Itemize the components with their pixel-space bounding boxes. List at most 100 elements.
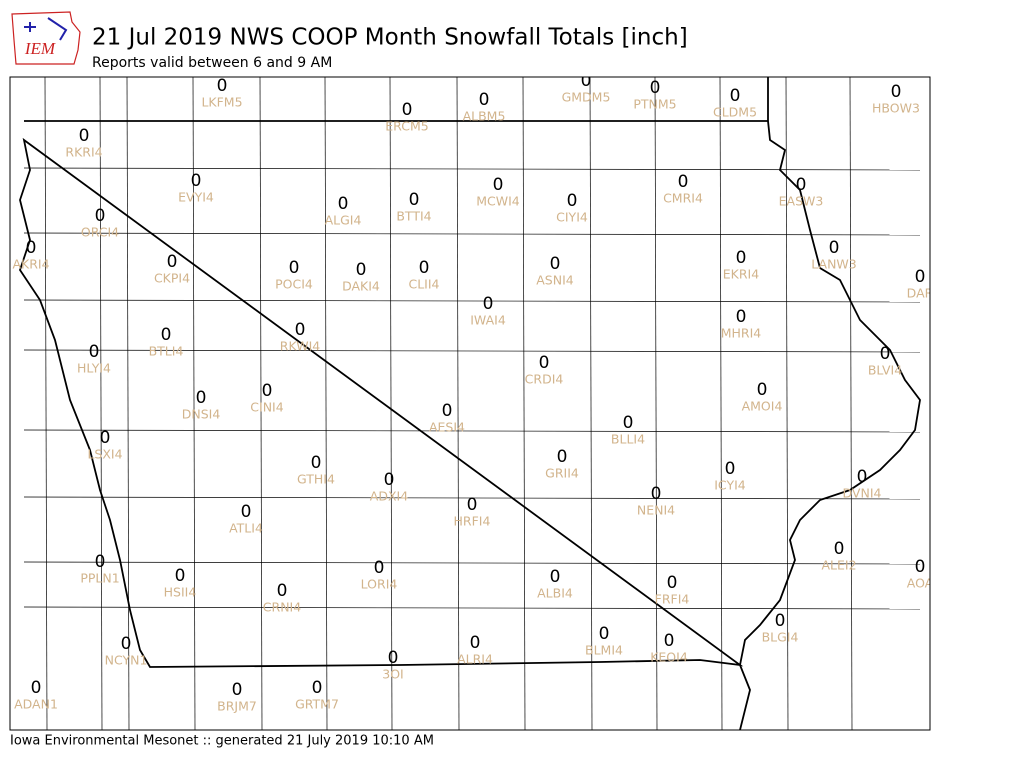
station-id: PTNM5 [633, 97, 676, 112]
county-line [654, 77, 658, 730]
station-value: 0 [31, 678, 42, 698]
county-line [456, 77, 460, 730]
station-id: GMDM5 [562, 90, 611, 105]
station-value: 0 [196, 388, 207, 408]
station-value: 0 [470, 633, 481, 653]
station-id: PPLN1 [80, 571, 119, 586]
station-value: 0 [623, 413, 634, 433]
station-value: 0 [539, 353, 550, 373]
station-value: 0 [311, 453, 322, 473]
station-value: 0 [26, 238, 37, 258]
station-id: ALGI4 [325, 213, 362, 228]
station-id: CLII4 [408, 277, 439, 292]
state-border [19, 77, 921, 730]
station-id: NCYN1 [105, 653, 148, 668]
map-frame [9, 76, 931, 731]
station-id: ATLI4 [229, 521, 263, 536]
station-id: BRJM7 [217, 699, 257, 714]
station-id: KEOI4 [650, 650, 688, 665]
station-id: BLGI4 [762, 630, 799, 645]
station-id: LANW3 [811, 257, 856, 272]
station-id: POCI4 [275, 277, 313, 292]
county-line [389, 77, 393, 730]
county-line [23, 167, 921, 171]
station-id: RKRI4 [65, 145, 102, 160]
station-id: DNSI4 [182, 407, 221, 422]
station-value: 0 [467, 495, 478, 515]
station-value: 0 [880, 344, 891, 364]
station-id: CIYI4 [556, 210, 588, 225]
title: 21 Jul 2019 NWS COOP Month Snowfall Tota… [92, 25, 688, 51]
county-line [522, 77, 526, 730]
station-value: 0 [829, 238, 840, 258]
station-value: 0 [599, 624, 610, 644]
station-value: 0 [857, 467, 868, 487]
station-value: 0 [834, 539, 845, 559]
station-value: 0 [730, 86, 741, 106]
station-value: 0 [493, 175, 504, 195]
station-id: ERCM5 [385, 119, 428, 134]
station-id: CRNI4 [263, 600, 301, 615]
station-value: 0 [95, 206, 106, 226]
station-value: 0 [678, 172, 689, 192]
station-value: 0 [775, 611, 786, 631]
station-id: AOA [907, 576, 934, 591]
station-value: 0 [419, 258, 430, 278]
station-value: 0 [891, 82, 902, 102]
station-id: HRFI4 [454, 514, 491, 529]
county-line [192, 77, 196, 730]
county-lines [23, 77, 921, 730]
station-id: GRTM7 [295, 697, 339, 712]
station-value: 0 [241, 502, 252, 522]
station-id: HBOW3 [872, 101, 920, 116]
county-line [324, 77, 328, 730]
county-line [589, 77, 593, 730]
county-line [23, 561, 921, 565]
county-line [44, 77, 48, 730]
station-id: EASW3 [779, 194, 824, 209]
station-value: 0 [581, 71, 592, 91]
station-id: 3OI [382, 667, 403, 682]
station-value: 0 [667, 573, 678, 593]
station-id: ALBI4 [537, 586, 573, 601]
station-id: ORCI4 [81, 225, 119, 240]
station-value: 0 [736, 248, 747, 268]
station-id: IWAI4 [470, 313, 506, 328]
station-id: CKPI4 [154, 271, 190, 286]
subtitle: Reports valid between 6 and 9 AM [92, 55, 332, 71]
station-id: DVNI4 [843, 486, 882, 501]
station-id: ALRI4 [457, 652, 493, 667]
station-id: BTTI4 [396, 209, 431, 224]
station-id: CMRI4 [663, 191, 703, 206]
station-id: EKRI4 [723, 267, 759, 282]
station-value: 0 [402, 100, 413, 120]
county-line [785, 77, 789, 730]
station-id: ADXI4 [370, 489, 408, 504]
station-value: 0 [289, 258, 300, 278]
station-id: AESI4 [429, 420, 465, 435]
station-value: 0 [725, 459, 736, 479]
station-value: 0 [312, 678, 323, 698]
county-line [23, 349, 921, 353]
station-id: DAKI4 [342, 279, 380, 294]
station-value: 0 [550, 254, 561, 274]
station-id: LSXI4 [87, 447, 122, 462]
county-line [126, 77, 130, 730]
county-line [23, 232, 921, 236]
station-id: BTLI4 [149, 344, 184, 359]
station-value: 0 [167, 252, 178, 272]
station-id: GRII4 [545, 466, 579, 481]
county-line [23, 496, 921, 500]
station-id: ADAN1 [14, 697, 58, 712]
station-value: 0 [915, 267, 926, 287]
station-value: 0 [757, 380, 768, 400]
station-value: 0 [295, 320, 306, 340]
county-line [719, 77, 723, 730]
station-id: ASNI4 [536, 273, 574, 288]
station-id: AKRI4 [12, 257, 49, 272]
county-line [23, 429, 921, 433]
station-value: 0 [567, 191, 578, 211]
station-value: 0 [277, 581, 288, 601]
